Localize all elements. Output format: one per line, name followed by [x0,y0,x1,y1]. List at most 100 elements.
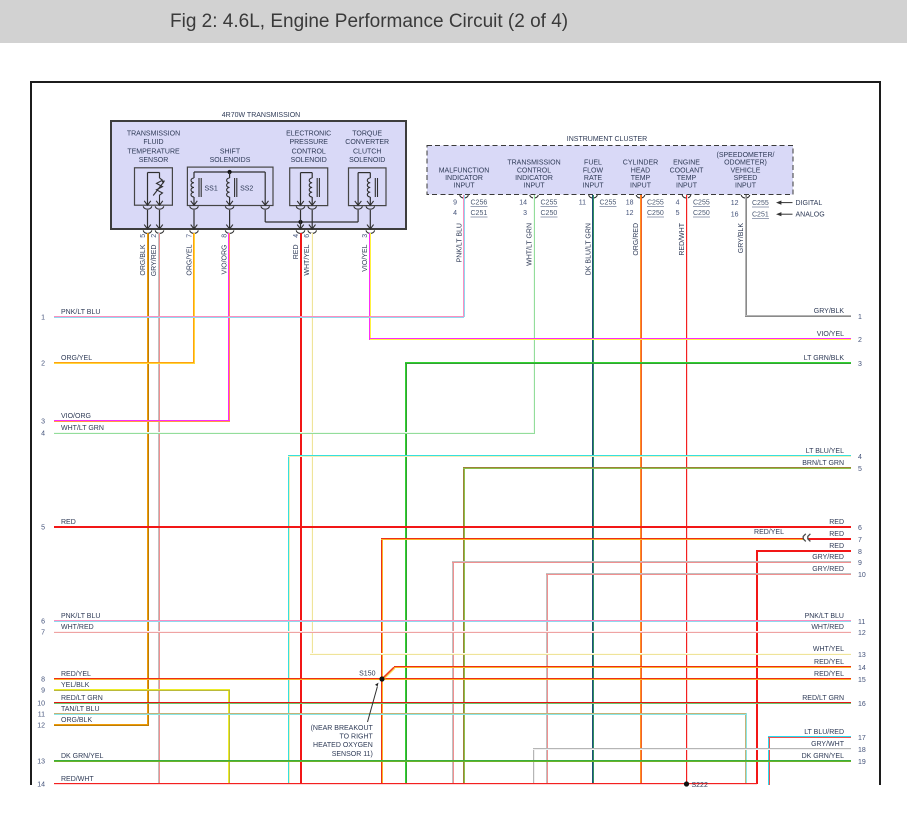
svg-text:PRESSURE: PRESSURE [289,139,328,146]
svg-text:TAN/LT BLU: TAN/LT BLU [61,706,100,713]
svg-text:RATE: RATE [584,175,602,182]
svg-text:INSTRUMENT CLUSTER: INSTRUMENT CLUSTER [567,136,647,143]
svg-text:5: 5 [41,525,45,532]
svg-text:SENSOR: SENSOR [139,157,169,164]
svg-text:6: 6 [304,234,311,238]
svg-text:HEAD: HEAD [631,168,650,175]
svg-text:14: 14 [519,200,527,207]
svg-text:SOLENOIDS: SOLENOIDS [210,157,251,164]
svg-text:1: 1 [858,314,862,321]
svg-text:TEMPERATURE: TEMPERATURE [127,149,180,156]
svg-text:RED: RED [61,519,76,526]
svg-text:Fig 2: 4.6L, Engine Performanc: Fig 2: 4.6L, Engine Performance Circuit … [170,11,568,32]
svg-text:3: 3 [41,419,45,426]
svg-text:DK GRN/YEL: DK GRN/YEL [802,753,845,760]
svg-text:11: 11 [38,712,45,719]
svg-text:GRY/RED: GRY/RED [151,245,158,277]
svg-text:C255: C255 [693,200,710,207]
svg-text:C251: C251 [752,212,769,219]
svg-text:C255: C255 [541,200,558,207]
svg-text:GRY/WHT: GRY/WHT [811,741,845,748]
svg-text:HEATED OXYGEN: HEATED OXYGEN [313,742,373,749]
svg-text:TRANSMISSION: TRANSMISSION [127,131,180,138]
svg-text:13: 13 [858,652,866,659]
svg-text:COOLANT: COOLANT [670,168,705,175]
svg-text:19: 19 [858,759,866,766]
svg-text:BRN/LT GRN: BRN/LT GRN [802,460,844,467]
svg-text:GRY/BLK: GRY/BLK [738,223,745,254]
svg-text:PNK/LT BLU: PNK/LT BLU [457,223,464,262]
svg-text:RED/YEL: RED/YEL [814,671,844,678]
svg-text:WHT/YEL: WHT/YEL [304,244,311,275]
svg-text:TO RIGHT: TO RIGHT [339,734,373,741]
svg-text:C255: C255 [600,200,617,207]
svg-text:INPUT: INPUT [735,183,757,190]
svg-text:9: 9 [858,560,862,567]
svg-text:ELECTRONIC: ELECTRONIC [286,131,331,138]
svg-text:RED: RED [829,531,844,538]
svg-text:ODOMETER): ODOMETER) [724,160,767,167]
svg-text:1: 1 [41,315,45,322]
svg-text:GRY/BLK: GRY/BLK [814,308,845,315]
svg-text:SOLENOID: SOLENOID [349,157,385,164]
svg-text:RED/LT GRN: RED/LT GRN [802,695,844,702]
svg-text:4: 4 [858,454,862,461]
svg-text:DK GRN/YEL: DK GRN/YEL [61,753,104,760]
svg-text:6: 6 [858,525,862,532]
svg-text:4R70W TRANSMISSION: 4R70W TRANSMISSION [222,112,300,119]
svg-text:2: 2 [41,361,45,368]
svg-text:C250: C250 [541,210,558,217]
svg-text:TEMP: TEMP [677,175,697,182]
svg-text:VEHICLE: VEHICLE [731,168,761,175]
svg-text:WHT/RED: WHT/RED [811,624,844,631]
svg-text:INPUT: INPUT [454,183,476,190]
svg-text:ENGINE: ENGINE [673,160,700,167]
svg-text:GRY/RED: GRY/RED [812,566,844,573]
svg-text:SPEED: SPEED [734,175,758,182]
svg-text:CONTROL: CONTROL [517,168,551,175]
svg-text:4: 4 [676,200,680,207]
svg-text:TRANSMISSION: TRANSMISSION [507,160,560,167]
svg-text:2: 2 [151,234,158,238]
svg-text:VIO/YEL: VIO/YEL [362,244,369,271]
svg-text:C255: C255 [752,200,769,207]
svg-text:8: 8 [222,234,229,238]
svg-text:3: 3 [362,234,369,238]
svg-text:9: 9 [453,200,457,207]
svg-text:YEL/BLK: YEL/BLK [61,682,90,689]
svg-text:C255: C255 [647,200,664,207]
svg-text:ORG/YEL: ORG/YEL [187,244,194,275]
svg-text:4: 4 [293,234,300,238]
svg-text:SS1: SS1 [205,186,218,193]
svg-text:WHT/LT GRN: WHT/LT GRN [527,223,534,266]
svg-text:SS2: SS2 [240,186,253,193]
svg-text:WHT/RED: WHT/RED [61,624,94,631]
svg-text:VIO/ORG: VIO/ORG [61,413,91,420]
svg-text:12: 12 [858,630,866,637]
svg-text:S222: S222 [692,782,708,789]
svg-text:RED: RED [829,519,844,526]
svg-text:ORG/RED: ORG/RED [633,223,640,256]
svg-text:FLUID: FLUID [143,139,163,146]
svg-text:11: 11 [858,619,865,626]
svg-text:LT BLU/YEL: LT BLU/YEL [806,448,844,455]
svg-text:12: 12 [731,200,739,207]
svg-text:18: 18 [858,747,866,754]
svg-text:7: 7 [41,630,45,637]
svg-text:WHT/YEL: WHT/YEL [813,646,844,653]
svg-text:7: 7 [187,234,194,238]
svg-text:INDICATOR: INDICATOR [515,175,553,182]
svg-text:ANALOG: ANALOG [796,212,825,219]
svg-text:16: 16 [858,701,866,708]
svg-text:6: 6 [41,619,45,626]
svg-text:5: 5 [676,210,680,217]
svg-text:5: 5 [140,234,147,238]
svg-text:CYLINDER: CYLINDER [623,160,658,167]
svg-text:9: 9 [41,688,45,695]
svg-text:RED/WHT: RED/WHT [61,776,94,783]
svg-text:C256: C256 [471,200,488,207]
svg-text:C250: C250 [693,210,710,217]
svg-text:DIGITAL: DIGITAL [796,200,823,207]
svg-text:5: 5 [858,466,862,473]
svg-text:17: 17 [858,735,866,742]
